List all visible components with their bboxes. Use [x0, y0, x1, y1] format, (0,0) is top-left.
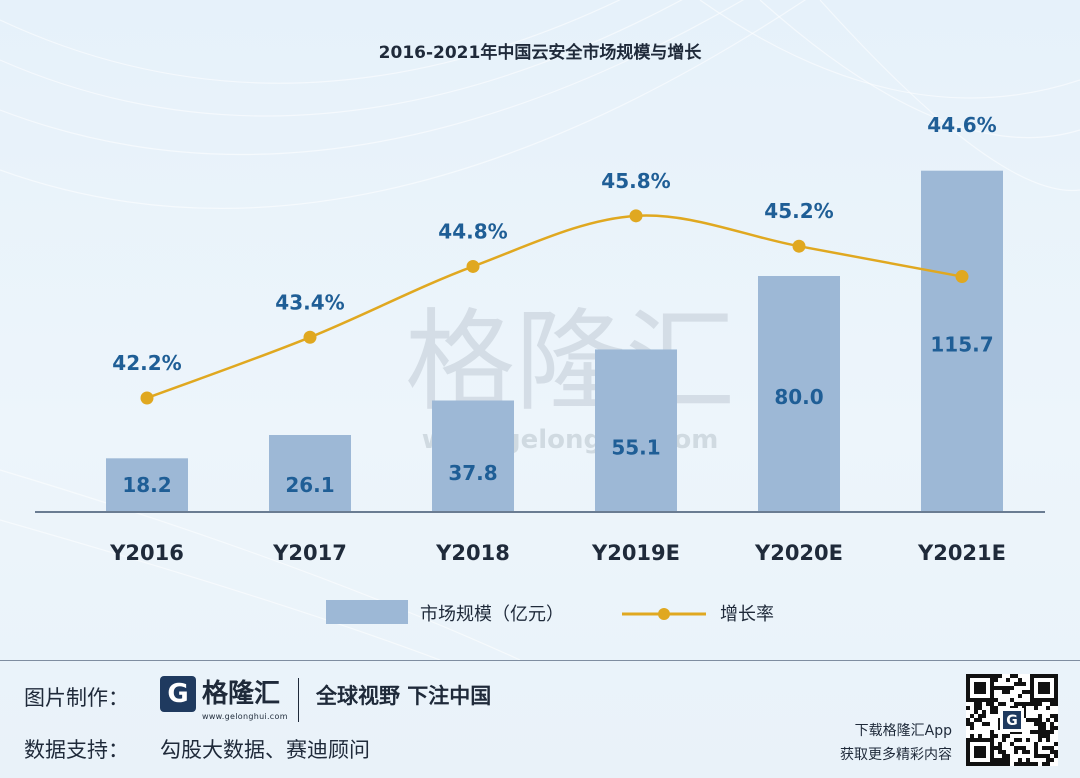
bar-value-label: 80.0 — [774, 385, 823, 409]
bar-Y2020E — [758, 276, 840, 512]
growth-line-layer: 42.2% 43.4% 44.8% 45.8% 45.2% 44.6% — [112, 113, 997, 405]
growth-rate-label: 45.8% — [601, 169, 670, 193]
bar-Y2017 — [269, 435, 351, 512]
svg-text:G: G — [1006, 713, 1018, 729]
source-label: 数据支持： — [24, 738, 129, 762]
growth-rate-label: 44.6% — [927, 113, 996, 137]
logo-g-icon: G — [160, 676, 196, 712]
brand-logo: G 格隆汇 www.gelonghui.com — [160, 676, 300, 724]
growth-rate-label: 43.4% — [275, 290, 344, 314]
background-lines — [0, 0, 1080, 660]
qr-code-icon: G — [966, 674, 1058, 766]
x-tick-label: Y2021E — [917, 541, 1006, 565]
bar-Y2018 — [432, 400, 514, 512]
x-tick-label: Y2016 — [109, 541, 184, 565]
source-value: 勾股大数据、赛迪顾问 — [160, 738, 370, 762]
legend-bar-label: 市场规模（亿元） — [420, 604, 564, 625]
growth-point-Y2018 — [466, 259, 480, 273]
download-line-2: 获取更多精彩内容 — [840, 747, 952, 763]
bar-Y2016 — [106, 458, 188, 512]
growth-rate-label: 44.8% — [438, 219, 507, 243]
bar-value-label: 18.2 — [122, 473, 171, 497]
bar-value-label: 26.1 — [285, 473, 334, 497]
x-tick-label: Y2018 — [435, 541, 510, 565]
growth-rate-label: 42.2% — [112, 351, 181, 375]
legend-line-label: 增长率 — [720, 604, 774, 625]
growth-point-Y2019E — [629, 209, 643, 223]
bar-value-label: 55.1 — [611, 436, 660, 460]
growth-rate-line — [146, 214, 963, 400]
x-tick-label: Y2017 — [272, 541, 347, 565]
footer: 图片制作： G 格隆汇 www.gelonghui.com 全球视野 下注中国 … — [0, 660, 1080, 778]
x-tick-label: Y2020E — [754, 541, 843, 565]
bar-value-label: 37.8 — [448, 461, 497, 485]
growth-rate-label: 45.2% — [764, 199, 833, 223]
chart: 2016-2021年中国云安全市场规模与增长 格隆汇 www.gelonghui… — [0, 0, 1080, 660]
credit-label: 图片制作： — [24, 686, 129, 710]
bars-layer: 18.2 26.1 37.8 55.1 80.0 115.7 — [106, 170, 1003, 512]
growth-point-Y2016 — [140, 391, 154, 405]
footer-vertical-divider — [298, 678, 299, 722]
bar-value-label: 115.7 — [930, 332, 993, 356]
legend-bar-swatch — [326, 600, 408, 624]
growth-point-Y2017 — [303, 330, 317, 344]
qr-code[interactable]: G — [966, 674, 1058, 766]
bar-Y2019E — [595, 349, 677, 512]
logo-url: www.gelonghui.com — [202, 712, 288, 721]
download-line-1: 下载格隆汇App — [854, 723, 952, 739]
chart-title: 2016-2021年中国云安全市场规模与增长 — [379, 42, 703, 63]
logo-name: 格隆汇 — [202, 679, 281, 709]
growth-point-Y2020E — [792, 239, 806, 253]
x-axis-labels: Y2016 Y2017 Y2018 Y2019E Y2020E Y2021E — [109, 541, 1006, 565]
x-tick-label: Y2019E — [591, 541, 680, 565]
footer-divider — [0, 660, 1080, 661]
legend: 市场规模（亿元） 增长率 — [326, 600, 774, 625]
slogan: 全球视野 下注中国 — [316, 684, 492, 708]
bar-Y2021E — [921, 170, 1003, 512]
growth-point-Y2021E — [955, 270, 969, 284]
legend-line-marker — [658, 608, 670, 620]
